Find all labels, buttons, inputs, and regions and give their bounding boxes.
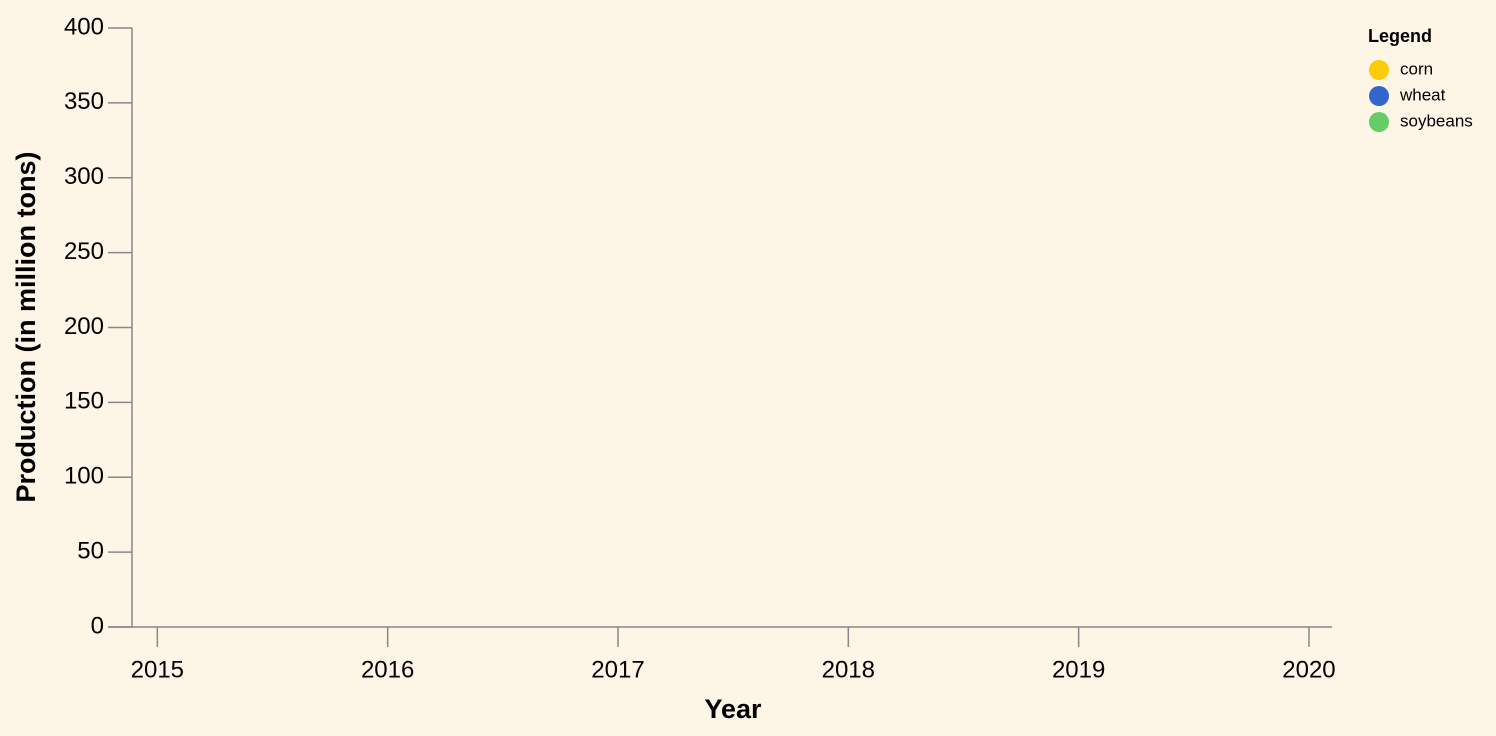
x-axis-title: Year: [704, 694, 762, 724]
x-tick-label: 2019: [1052, 656, 1105, 683]
y-tick-label: 400: [64, 13, 104, 40]
legend-title: Legend: [1368, 26, 1432, 46]
legend-swatch: [1369, 112, 1389, 132]
y-tick-label: 150: [64, 388, 104, 415]
y-tick-label: 350: [64, 88, 104, 115]
y-axis-title: Production (in million tons): [11, 152, 41, 503]
legend-label: soybeans: [1400, 111, 1473, 130]
y-tick-label: 50: [77, 537, 104, 564]
legend-swatch: [1369, 86, 1389, 106]
x-tick-label: 2018: [822, 656, 875, 683]
legend-swatch: [1369, 60, 1389, 80]
x-tick-label: 2020: [1282, 656, 1335, 683]
legend-label: wheat: [1399, 85, 1446, 104]
legend-label: corn: [1400, 59, 1433, 78]
x-tick-label: 2017: [591, 656, 644, 683]
y-tick-label: 100: [64, 463, 104, 490]
x-tick-label: 2015: [131, 656, 184, 683]
x-tick-label: 2016: [361, 656, 414, 683]
y-tick-label: 200: [64, 313, 104, 340]
y-tick-label: 0: [91, 612, 104, 639]
y-tick-label: 300: [64, 163, 104, 190]
y-tick-label: 250: [64, 238, 104, 265]
